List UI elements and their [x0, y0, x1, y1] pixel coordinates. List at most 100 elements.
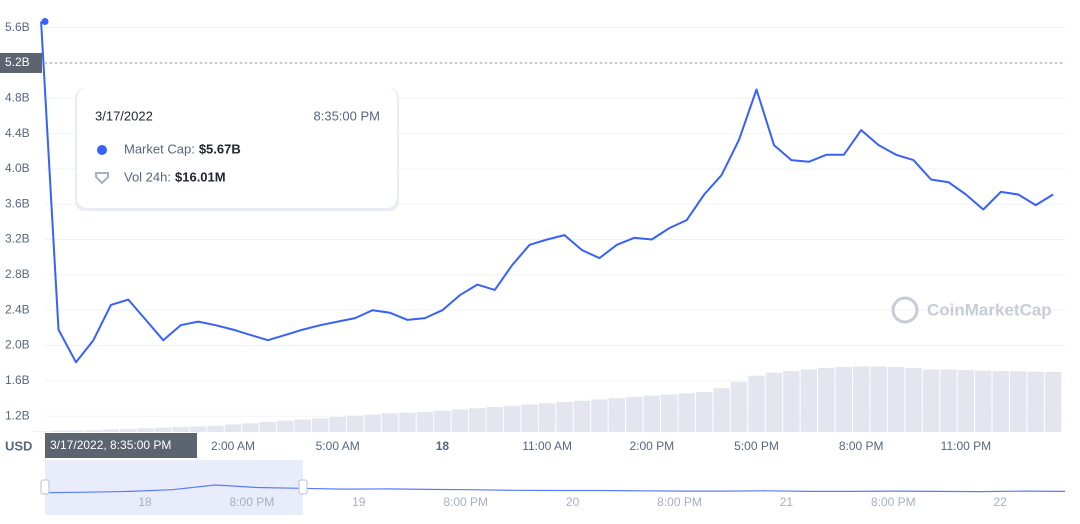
volume-bar	[1027, 371, 1044, 432]
watermark-text: CoinMarketCap	[927, 300, 1052, 319]
volume-bar	[678, 393, 695, 432]
volume-bar	[242, 423, 259, 432]
y-tick-label: 4.8B	[5, 90, 30, 104]
volume-bar	[294, 419, 312, 432]
volume-bar	[626, 396, 643, 432]
volume-bar	[835, 366, 852, 432]
y-tick-label: 2.8B	[5, 267, 30, 281]
volume-bar	[346, 415, 364, 432]
y-tick-label: 4.0B	[5, 161, 30, 175]
crosshair-y-label-box	[0, 52, 42, 73]
volume-bar	[922, 369, 940, 432]
volume-bar	[434, 410, 451, 432]
x-tick-label: 2:00 PM	[629, 439, 674, 453]
hover-point	[41, 17, 49, 25]
volume-bar	[1010, 371, 1027, 432]
tooltip-row-label: Market Cap:	[124, 141, 195, 156]
volume-bar	[1044, 371, 1062, 432]
y-tick-label: 4.4B	[5, 126, 30, 140]
legend-icon	[95, 172, 109, 185]
volume-bar	[783, 371, 800, 432]
navigator-label: 19	[352, 495, 366, 509]
tooltip-row-value: $5.67B	[199, 141, 241, 156]
navigator-label: 20	[566, 495, 580, 509]
volume-bar	[312, 418, 329, 432]
y-tick-label: 2.4B	[5, 302, 30, 316]
volume-bar	[643, 395, 661, 432]
volume-bar	[887, 366, 905, 432]
navigator-line	[44, 484, 1066, 494]
volume-bar	[329, 416, 346, 432]
volume-bar	[120, 428, 137, 432]
volume-bar	[364, 414, 381, 432]
volume-bar	[416, 411, 434, 432]
watermark-logo	[891, 296, 919, 324]
navigator-label: 8:00 PM	[657, 495, 702, 509]
volume-bar	[765, 372, 783, 432]
volume-bar	[800, 369, 818, 432]
volume-bar	[224, 424, 242, 432]
volume-bar	[503, 405, 521, 432]
volume-bar	[189, 426, 207, 432]
volume-bar	[50, 430, 67, 432]
volume-bar	[818, 367, 835, 432]
navigator-label: 22	[994, 495, 1008, 509]
x-tick-label: 8:00 PM	[839, 439, 884, 453]
tooltip-row-label: Vol 24h:	[124, 169, 171, 184]
volume-bar	[154, 427, 172, 432]
y-tick-label: 1.2B	[5, 408, 30, 422]
y-tick-label: 3.6B	[5, 196, 30, 210]
crosshair-x-label: 3/17/2022, 8:35:00 PM	[50, 438, 171, 452]
navigator-label: 8:00 PM	[230, 495, 275, 509]
currency-label: USD	[5, 438, 32, 453]
tooltip: 3/17/2022 8:35:00 PM Market Cap: $5.67B Vol …	[75, 88, 399, 211]
volume-bar	[486, 406, 503, 432]
volume-bar	[608, 398, 626, 432]
volume-bar	[748, 375, 765, 432]
volume-bar	[399, 412, 416, 432]
volume-bar	[975, 370, 992, 432]
volume-bar	[992, 371, 1010, 432]
market-cap-line	[40, 21, 1054, 364]
navigator-label: 18	[138, 495, 152, 509]
volume-bar	[67, 430, 85, 432]
navigator-label: 8:00 PM	[443, 495, 488, 509]
volume-bar	[85, 430, 102, 432]
volume-bar	[713, 388, 730, 432]
volume-bar	[870, 366, 887, 432]
x-tick-label: 11:00 PM	[941, 439, 991, 453]
volume-bar	[259, 421, 277, 432]
volume-bar	[556, 401, 573, 432]
volume-bar	[102, 429, 120, 432]
y-tick-label: 1.6B	[5, 373, 30, 387]
x-tick-label: 2:00 AM	[211, 439, 255, 453]
y-tick-label: 3.2B	[5, 232, 30, 246]
watermark: CoinMarketCap	[891, 296, 1052, 324]
tooltip-row-value: $16.01M	[175, 169, 226, 184]
volume-bar	[207, 425, 224, 432]
navigator-handle	[298, 479, 308, 495]
volume-bar	[730, 381, 748, 432]
volume-bar	[172, 426, 189, 432]
x-tick-label: 18	[436, 439, 450, 453]
tooltip-time: 8:35:00 PM	[314, 108, 381, 123]
volume-bar	[940, 369, 957, 432]
volume-bar	[137, 428, 154, 432]
tooltip-date: 3/17/2022	[95, 108, 153, 123]
crosshair-x-label-box	[45, 433, 197, 458]
volume-bar	[591, 399, 608, 432]
volume-bar	[661, 394, 678, 432]
volume-bar	[538, 403, 556, 432]
volume-bar	[573, 400, 591, 432]
volume-bar	[381, 413, 399, 432]
navigator-handle	[40, 479, 50, 495]
navigator-label: 8:00 PM	[871, 495, 916, 509]
volume-bar	[451, 409, 469, 432]
volume-bar	[957, 370, 975, 432]
x-tick-label: 5:00 PM	[734, 439, 779, 453]
volume-bar	[32, 431, 50, 432]
x-tick-label: 11:00 AM	[522, 439, 572, 453]
volume-bar	[852, 366, 870, 432]
volume-bar	[695, 391, 713, 432]
